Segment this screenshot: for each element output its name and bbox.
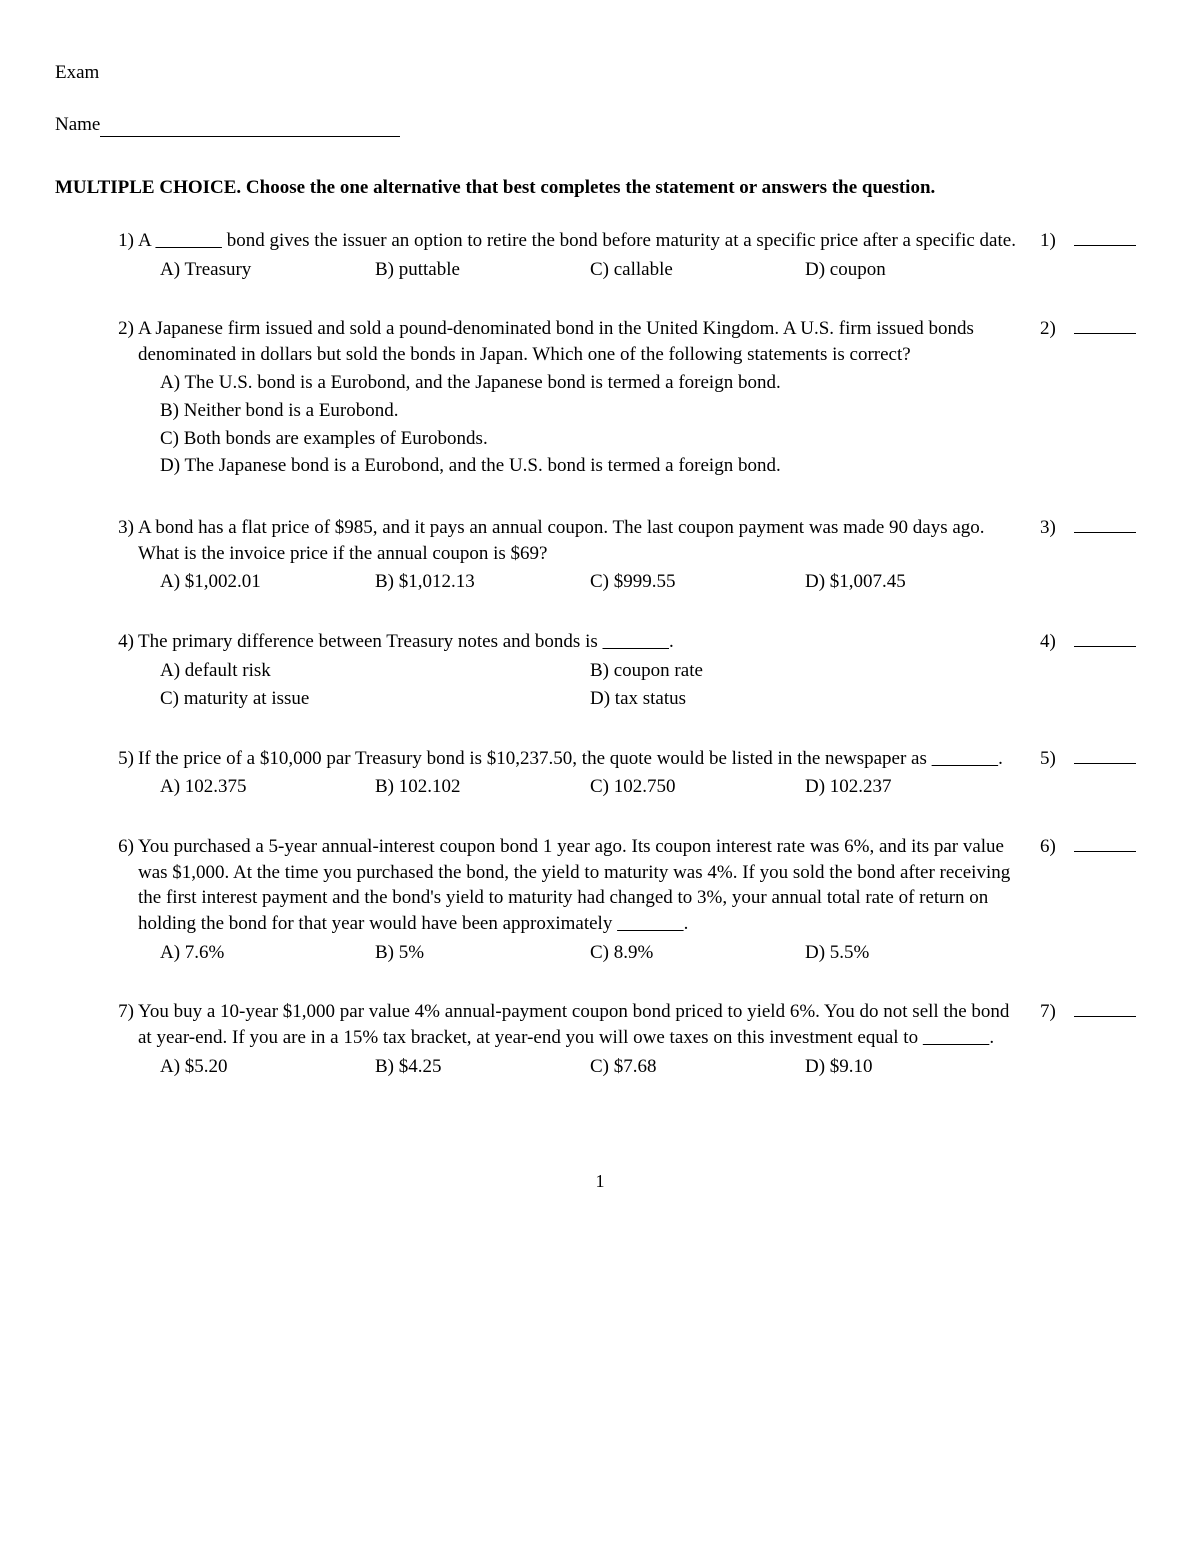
- question-main: 7)You buy a 10-year $1,000 par value 4% …: [110, 999, 1040, 1079]
- choices-row: A) 7.6%B) 5%C) 8.9%D) 5.5%: [110, 940, 1020, 966]
- choices-row: A) TreasuryB) puttableC) callableD) coup…: [110, 257, 1020, 283]
- question-stem: 6)You purchased a 5-year annual-interest…: [110, 834, 1020, 937]
- choice-d: D) coupon: [805, 257, 1020, 283]
- answer-number: 4): [1040, 629, 1070, 655]
- question-number: 4): [110, 629, 138, 655]
- choice-a: A) $5.20: [160, 1054, 375, 1080]
- question-5: 5)If the price of a $10,000 par Treasury…: [55, 746, 1145, 800]
- choices-row: A) $5.20B) $4.25C) $7.68D) $9.10: [110, 1054, 1020, 1080]
- answer-blank[interactable]: [1074, 316, 1136, 334]
- question-stem: 7)You buy a 10-year $1,000 par value 4% …: [110, 999, 1020, 1050]
- question-number: 7): [110, 999, 138, 1050]
- question-stem: 1)A bond gives the issuer an option to r…: [110, 228, 1020, 254]
- answer-slot: 1): [1040, 228, 1145, 282]
- question-text: If the price of a $10,000 par Treasury b…: [138, 746, 1020, 772]
- question-main: 4)The primary difference between Treasur…: [110, 629, 1040, 712]
- section-heading: MULTIPLE CHOICE. Choose the one alternat…: [55, 175, 1145, 202]
- choice-c: C) 8.9%: [590, 940, 805, 966]
- choice-a: A) Treasury: [160, 257, 375, 283]
- question-main: 5)If the price of a $10,000 par Treasury…: [110, 746, 1040, 800]
- question-text: A Japanese firm issued and sold a pound-…: [138, 316, 1020, 367]
- exam-title: Exam: [55, 60, 1145, 86]
- answer-number: 7): [1040, 999, 1070, 1025]
- choices-row: A) $1,002.01B) $1,012.13C) $999.55D) $1,…: [110, 569, 1020, 595]
- answer-blank[interactable]: [1074, 629, 1136, 647]
- choices-row: A) default riskB) coupon rate: [110, 658, 1020, 684]
- question-stem: 4)The primary difference between Treasur…: [110, 629, 1020, 655]
- choice-a: A) default risk: [160, 658, 590, 684]
- question-text: You purchased a 5-year annual-interest c…: [138, 834, 1020, 937]
- question-7: 7)You buy a 10-year $1,000 par value 4% …: [55, 999, 1145, 1079]
- question-main: 2)A Japanese firm issued and sold a poun…: [110, 316, 1040, 481]
- answer-number: 3): [1040, 515, 1070, 541]
- choice-a: A) 7.6%: [160, 940, 375, 966]
- choice-a: A) $1,002.01: [160, 569, 375, 595]
- question-3: 3)A bond has a flat price of $985, and i…: [55, 515, 1145, 595]
- choice-b: B) Neither bond is a Eurobond.: [160, 398, 1020, 424]
- answer-slot: 4): [1040, 629, 1145, 712]
- choice-a: A) 102.375: [160, 774, 375, 800]
- question-number: 3): [110, 515, 138, 566]
- question-stem: 3)A bond has a flat price of $985, and i…: [110, 515, 1020, 566]
- answer-blank[interactable]: [1074, 834, 1136, 852]
- name-field-row: Name: [55, 112, 1145, 138]
- question-4: 4)The primary difference between Treasur…: [55, 629, 1145, 712]
- choice-d: D) tax status: [590, 686, 1020, 712]
- question-main: 3)A bond has a flat price of $985, and i…: [110, 515, 1040, 595]
- choice-c: C) $7.68: [590, 1054, 805, 1080]
- choices-row: C) maturity at issueD) tax status: [110, 686, 1020, 712]
- choice-b: B) coupon rate: [590, 658, 1020, 684]
- question-1: 1)A bond gives the issuer an option to r…: [55, 228, 1145, 282]
- question-2: 2)A Japanese firm issued and sold a poun…: [55, 316, 1145, 481]
- choice-c: C) 102.750: [590, 774, 805, 800]
- question-number: 6): [110, 834, 138, 937]
- answer-blank[interactable]: [1074, 746, 1136, 764]
- choice-b: B) puttable: [375, 257, 590, 283]
- choice-d: D) $9.10: [805, 1054, 1020, 1080]
- choice-b: B) 5%: [375, 940, 590, 966]
- page-number: 1: [55, 1169, 1145, 1193]
- answer-blank[interactable]: [1074, 515, 1136, 533]
- question-text: The primary difference between Treasury …: [138, 629, 1020, 655]
- answer-blank[interactable]: [1074, 228, 1136, 246]
- choice-c: C) callable: [590, 257, 805, 283]
- question-stem: 2)A Japanese firm issued and sold a poun…: [110, 316, 1020, 367]
- question-text: You buy a 10-year $1,000 par value 4% an…: [138, 999, 1020, 1050]
- answer-blank[interactable]: [1074, 999, 1136, 1017]
- choice-d: D) The Japanese bond is a Eurobond, and …: [160, 453, 1020, 479]
- choice-a: A) The U.S. bond is a Eurobond, and the …: [160, 370, 1020, 396]
- choice-b: B) $4.25: [375, 1054, 590, 1080]
- question-main: 1)A bond gives the issuer an option to r…: [110, 228, 1040, 282]
- answer-slot: 2): [1040, 316, 1145, 481]
- answer-slot: 6): [1040, 834, 1145, 965]
- name-label: Name: [55, 114, 100, 135]
- choice-d: D) 5.5%: [805, 940, 1020, 966]
- choice-b: B) 102.102: [375, 774, 590, 800]
- answer-number: 1): [1040, 228, 1070, 254]
- name-blank-line[interactable]: [100, 136, 400, 137]
- answer-number: 2): [1040, 316, 1070, 342]
- question-number: 5): [110, 746, 138, 772]
- question-text: A bond gives the issuer an option to ret…: [138, 228, 1020, 254]
- choice-c: C) maturity at issue: [160, 686, 590, 712]
- choice-d: D) $1,007.45: [805, 569, 1020, 595]
- question-stem: 5)If the price of a $10,000 par Treasury…: [110, 746, 1020, 772]
- question-number: 2): [110, 316, 138, 367]
- question-text: A bond has a flat price of $985, and it …: [138, 515, 1020, 566]
- choices-row: A) 102.375B) 102.102C) 102.750D) 102.237: [110, 774, 1020, 800]
- choice-b: B) $1,012.13: [375, 569, 590, 595]
- answer-number: 5): [1040, 746, 1070, 772]
- answer-number: 6): [1040, 834, 1070, 860]
- answer-slot: 3): [1040, 515, 1145, 595]
- answer-slot: 5): [1040, 746, 1145, 800]
- choice-c: C) Both bonds are examples of Eurobonds.: [160, 426, 1020, 452]
- choice-c: C) $999.55: [590, 569, 805, 595]
- question-6: 6)You purchased a 5-year annual-interest…: [55, 834, 1145, 965]
- choice-d: D) 102.237: [805, 774, 1020, 800]
- choices-stack: A) The U.S. bond is a Eurobond, and the …: [110, 370, 1020, 479]
- answer-slot: 7): [1040, 999, 1145, 1079]
- question-number: 1): [110, 228, 138, 254]
- question-main: 6)You purchased a 5-year annual-interest…: [110, 834, 1040, 965]
